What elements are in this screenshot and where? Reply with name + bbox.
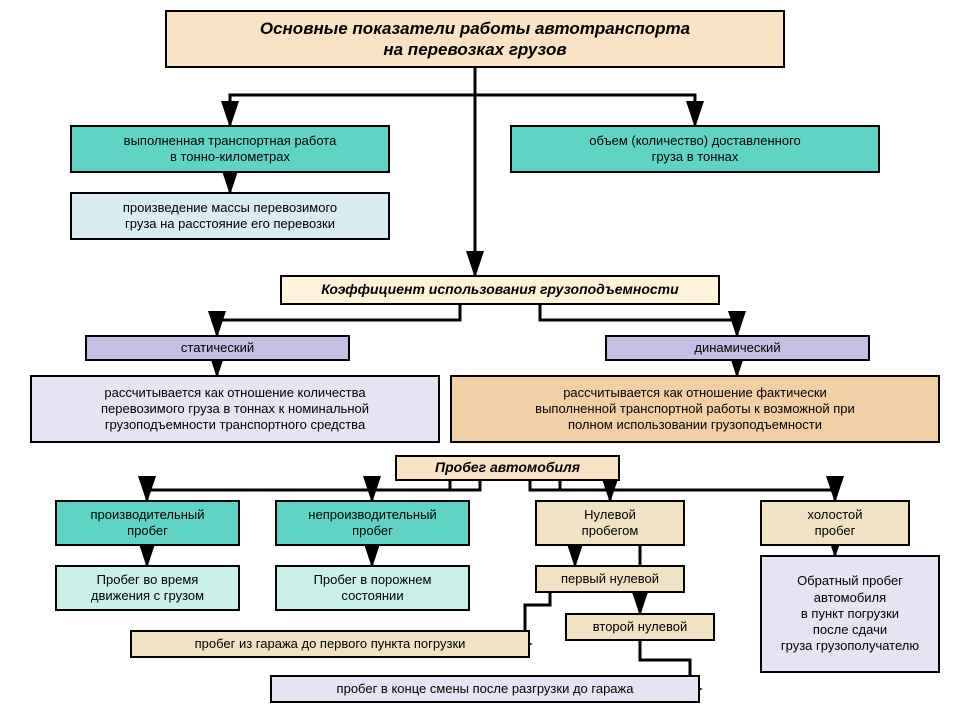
node-title: Основные показатели работы автотранспорт…: [165, 10, 785, 68]
node-secondZero: второй нулевой: [565, 613, 715, 641]
edge-mileage-to-zero: [530, 481, 610, 500]
edge-title-to-volume: [475, 68, 695, 125]
edge-mileage-to-productive: [147, 481, 450, 500]
node-staticDesc: рассчитывается как отношение количествап…: [30, 375, 440, 443]
node-idleDesc: Обратный пробегавтомобиляв пункт погрузк…: [760, 555, 940, 673]
node-garageFirst: пробег из гаража до первого пункта погру…: [130, 630, 530, 658]
node-unproductive: непроизводительныйпробег: [275, 500, 470, 546]
node-mileage: Пробег автомобиля: [395, 455, 620, 481]
node-firstZero: первый нулевой: [535, 565, 685, 593]
node-coef: Коэффициент использования грузоподъемнос…: [280, 275, 720, 305]
node-productive: производительныйпробег: [55, 500, 240, 546]
edge-mileage-to-unproductive: [372, 481, 480, 500]
node-unprodDesc: Пробег в порожнемсостоянии: [275, 565, 470, 611]
edge-coef-to-static: [217, 305, 460, 335]
node-endShift: пробег в конце смены после разгрузки до …: [270, 675, 700, 703]
node-zero: Нулевойпробегом: [535, 500, 685, 546]
edge-mileage-to-idle: [560, 481, 835, 500]
edge-coef-to-dynamic: [540, 305, 737, 335]
node-massDist: произведение массы перевозимогогруза на …: [70, 192, 390, 240]
node-workDone: выполненная транспортная работав тонно-к…: [70, 125, 390, 173]
node-prodDesc: Пробег во времядвижения с грузом: [55, 565, 240, 611]
node-dynamic: динамический: [605, 335, 870, 361]
node-volume: объем (количество) доставленногогруза в …: [510, 125, 880, 173]
edge-title-to-workDone: [230, 68, 475, 125]
node-dynamicDesc: рассчитывается как отношение фактическив…: [450, 375, 940, 443]
node-static: статический: [85, 335, 350, 361]
node-idle: холостойпробег: [760, 500, 910, 546]
